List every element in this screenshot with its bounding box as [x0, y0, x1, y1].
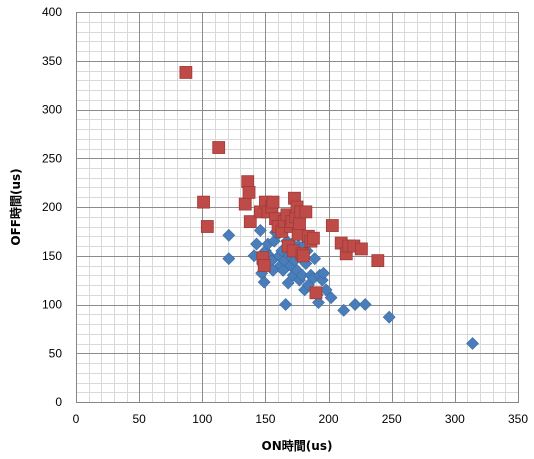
data-point-square: [241, 175, 255, 189]
plot-border: [76, 12, 519, 403]
y-tick-label: 50: [49, 346, 63, 360]
x-axis-ticks: 0 50 100 150 200 250 300 350: [73, 412, 529, 426]
data-point-square: [242, 185, 256, 199]
data-point-diamond: [317, 266, 330, 280]
y-tick-label: 100: [42, 298, 62, 312]
data-point-square: [212, 141, 226, 154]
data-point-square: [238, 197, 252, 211]
y-axis-ticks: 0 50 100 150 200 250 300 350 400: [42, 5, 62, 409]
data-point-square: [307, 231, 320, 245]
data-point-square: [325, 219, 339, 232]
data-point-square: [197, 195, 210, 209]
data-point-diamond: [222, 228, 236, 242]
data-point-diamond: [348, 298, 362, 311]
data-point-diamond: [281, 276, 295, 290]
data-point-diamond: [337, 303, 351, 317]
x-tick-label: 300: [445, 412, 465, 426]
data-point-square: [200, 220, 214, 233]
x-tick-label: 150: [255, 412, 275, 426]
data-point-diamond: [222, 252, 236, 266]
x-tick-label: 200: [319, 412, 339, 426]
y-tick-label: 0: [55, 395, 62, 409]
data-point-diamond: [279, 298, 293, 311]
data-point-diamond: [312, 296, 325, 309]
data-point-diamond: [295, 268, 309, 282]
data-point-diamond: [466, 337, 479, 350]
data-point-diamond: [276, 263, 290, 277]
y-tick-label: 400: [42, 5, 62, 19]
data-point-diamond: [358, 298, 372, 311]
y-tick-label: 150: [42, 249, 62, 263]
data-point-square: [309, 286, 323, 300]
data-point-square: [371, 254, 385, 268]
series-2: [179, 66, 385, 300]
x-tick-label: 0: [73, 412, 80, 426]
y-tick-label: 200: [42, 200, 62, 214]
data-point-diamond: [257, 275, 271, 289]
data-point-diamond: [253, 223, 267, 237]
series-layer: [179, 66, 479, 350]
data-point-square: [266, 195, 280, 209]
data-point-square: [293, 217, 306, 230]
data-point-square: [243, 215, 257, 229]
y-tick-label: 350: [42, 54, 62, 68]
data-point-square: [257, 259, 271, 272]
y-tick-label: 300: [42, 103, 62, 117]
y-axis-title: OFF時間(us): [8, 168, 23, 245]
data-point-diamond: [382, 310, 396, 324]
data-point-square: [299, 205, 313, 219]
x-tick-label: 350: [508, 412, 528, 426]
data-point-square: [179, 66, 193, 79]
x-axis-title: ON時間(us): [262, 438, 333, 453]
x-tick-label: 50: [132, 412, 146, 426]
data-point-square: [355, 242, 368, 256]
x-tick-label: 250: [382, 412, 402, 426]
data-point-diamond: [308, 252, 322, 266]
y-tick-label: 250: [42, 151, 62, 165]
data-point-square: [296, 249, 310, 263]
x-tick-label: 100: [192, 412, 212, 426]
data-point-diamond: [324, 291, 338, 305]
data-point-diamond: [250, 237, 264, 251]
